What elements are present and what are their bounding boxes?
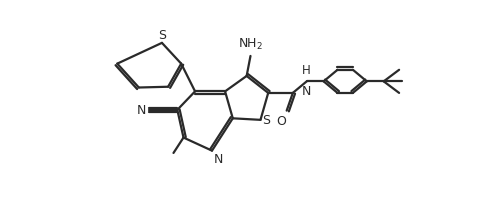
Text: N: N <box>137 104 146 117</box>
Text: NH$_2$: NH$_2$ <box>238 36 262 51</box>
Text: O: O <box>276 115 286 128</box>
Text: S: S <box>158 29 166 42</box>
Text: N: N <box>302 84 311 97</box>
Text: H: H <box>302 64 310 76</box>
Text: S: S <box>261 114 270 127</box>
Text: N: N <box>213 152 223 165</box>
